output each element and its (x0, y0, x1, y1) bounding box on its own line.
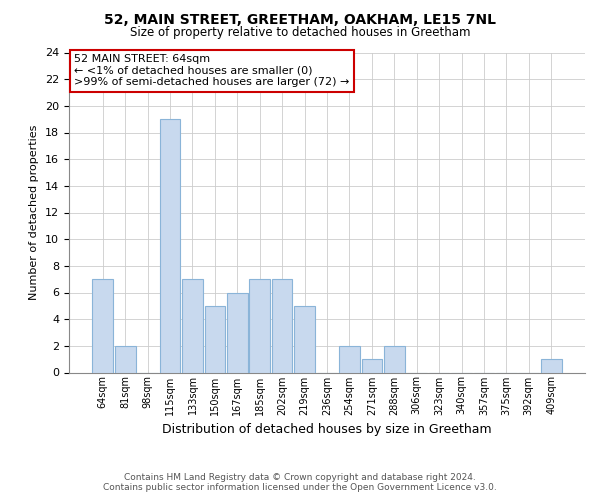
Bar (250, 279, 270, 372)
Text: Size of property relative to detached houses in Greetham: Size of property relative to detached ho… (130, 26, 470, 39)
Bar (115, 346, 136, 372)
Bar (362, 359, 382, 372)
Bar (384, 346, 404, 372)
Bar (160, 119, 181, 372)
Text: 52, MAIN STREET, GREETHAM, OAKHAM, LE15 7NL: 52, MAIN STREET, GREETHAM, OAKHAM, LE15 … (104, 12, 496, 26)
Bar (294, 306, 315, 372)
Bar (227, 292, 248, 372)
Bar (205, 306, 225, 372)
Text: 52 MAIN STREET: 64sqm
← <1% of detached houses are smaller (0)
>99% of semi-deta: 52 MAIN STREET: 64sqm ← <1% of detached … (74, 54, 350, 88)
Bar (339, 346, 360, 372)
Y-axis label: Number of detached properties: Number of detached properties (29, 125, 40, 300)
Text: Contains HM Land Registry data © Crown copyright and database right 2024.
Contai: Contains HM Land Registry data © Crown c… (103, 473, 497, 492)
Bar (92, 279, 113, 372)
Bar (541, 359, 562, 372)
X-axis label: Distribution of detached houses by size in Greetham: Distribution of detached houses by size … (162, 423, 492, 436)
Bar (182, 279, 203, 372)
Bar (272, 279, 292, 372)
